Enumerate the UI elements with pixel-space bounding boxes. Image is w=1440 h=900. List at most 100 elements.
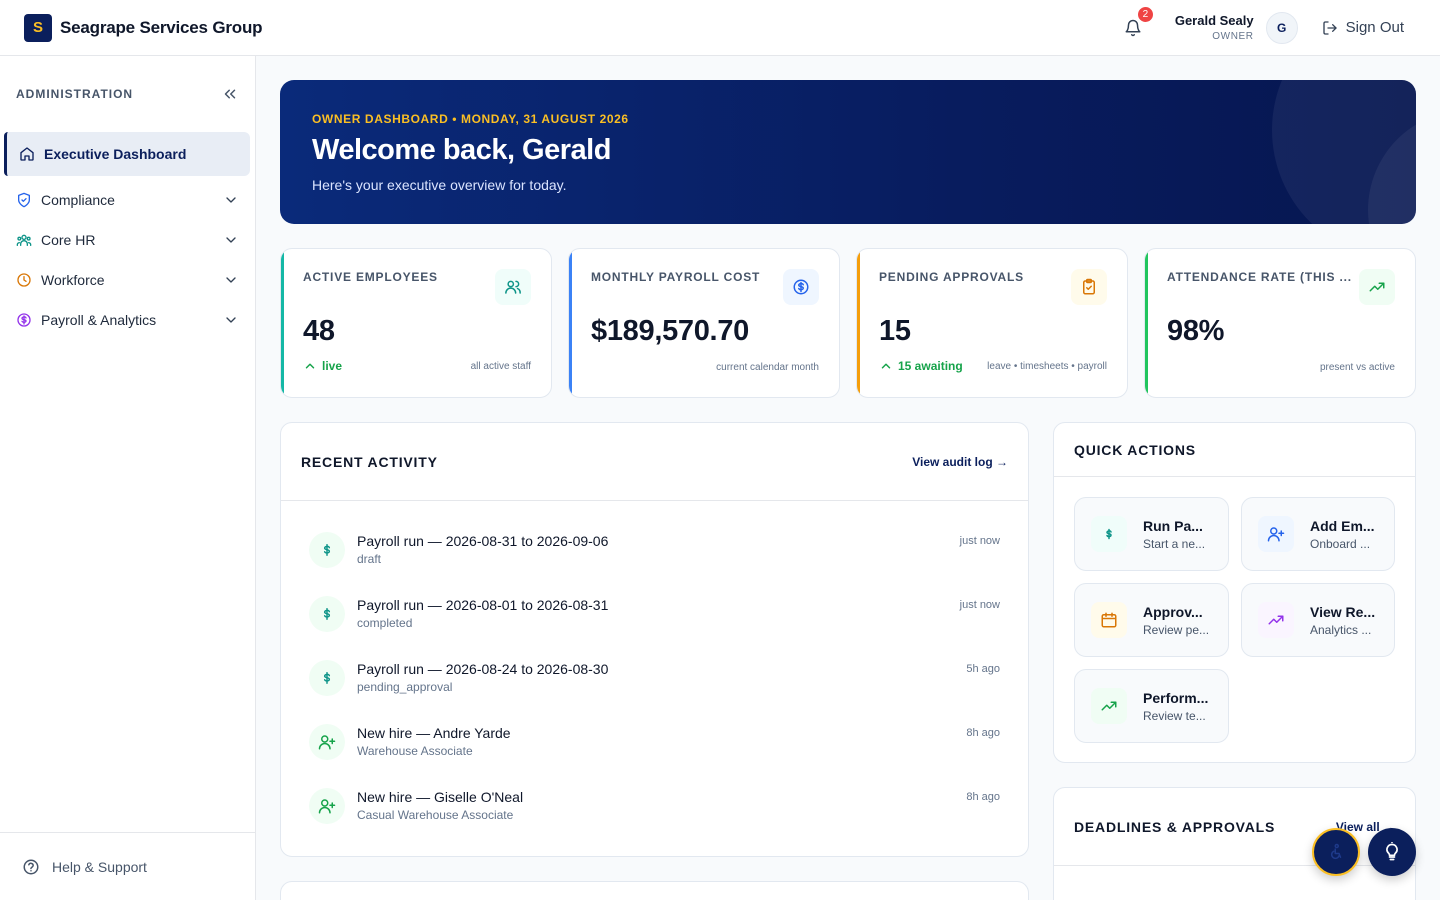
quick-action-title: Run Pa... — [1143, 517, 1203, 534]
sign-out-label: Sign Out — [1345, 19, 1404, 36]
kpi-note: leave • timesheets • payroll — [987, 360, 1107, 372]
deadlines-panel: DEADLINES & APPROVALS View all → — [1053, 787, 1416, 900]
recent-activity-title: RECENT ACTIVITY — [301, 453, 438, 470]
quick-action-subtitle: Start a ne... — [1143, 536, 1206, 551]
sidebar-item-label: Compliance — [41, 192, 115, 208]
kpi-value: 48 — [303, 315, 335, 347]
sidebar: ADMINISTRATION Executive Dashboard Compl… — [0, 56, 256, 900]
quick-action-title: Add Em... — [1310, 517, 1375, 534]
activity-item[interactable]: New hire — Andre Yarde Warehouse Associa… — [281, 713, 1028, 777]
dollar-icon — [323, 608, 331, 620]
activity-icon-wrap — [309, 724, 345, 760]
kpi-trend: live — [303, 359, 342, 373]
top-bar: S Seagrape Services Group 2 Gerald Sealy… — [0, 0, 1440, 56]
quick-action-subtitle: Analytics ... — [1310, 622, 1372, 637]
bell-icon — [1125, 19, 1141, 36]
brand-name[interactable]: Seagrape Services Group — [60, 17, 263, 37]
activity-icon-wrap — [309, 660, 345, 696]
activity-time: just now — [959, 599, 1000, 611]
activity-icon-wrap — [309, 788, 345, 824]
kpi-trend-label: live — [322, 359, 343, 373]
activity-time: 8h ago — [966, 727, 1000, 739]
sidebar-title: ADMINISTRATION — [16, 87, 134, 101]
kpi-note: present vs active — [1319, 362, 1395, 373]
chevron-down-icon — [226, 237, 236, 243]
dollar-circle-icon — [793, 279, 809, 295]
kpi-icon-wrap — [495, 269, 531, 305]
kpi-pending-approvals[interactable]: PENDING APPROVALS 15 15 awaiting leave •… — [856, 248, 1128, 398]
kpi-monthly-payroll-cost[interactable]: MONTHLY PAYROLL COST $189,570.70 current… — [568, 248, 840, 398]
quick-action-performance[interactable]: Perform... Review te... — [1074, 669, 1229, 743]
activity-subtitle: draft — [357, 552, 382, 566]
notifications-button[interactable]: 2 — [1121, 6, 1153, 40]
quick-action-subtitle: Review te... — [1143, 708, 1206, 723]
activity-title: New hire — Andre Yarde — [357, 725, 511, 741]
banner-subtitle: Here's your executive overview for today… — [312, 177, 567, 193]
collapse-sidebar-icon[interactable] — [221, 85, 239, 103]
sidebar-item-label: Executive Dashboard — [44, 146, 187, 162]
tips-button[interactable] — [1368, 828, 1416, 876]
kpi-label: MONTHLY PAYROLL COST — [591, 270, 761, 284]
sidebar-item-payroll-analytics[interactable]: Payroll & Analytics — [0, 300, 255, 340]
activity-subtitle: pending_approval — [357, 680, 453, 694]
help-circle-icon — [23, 859, 39, 874]
quick-action-view-reports[interactable]: View Re... Analytics ... — [1241, 583, 1395, 657]
activity-time: 8h ago — [966, 791, 1000, 803]
chevron-down-icon — [226, 277, 236, 283]
banner-kicker: OWNER DASHBOARD • MONDAY, 31 AUGUST 2026 — [312, 112, 629, 126]
quick-action-title: View Re... — [1310, 603, 1376, 620]
sign-out-button[interactable]: Sign Out — [1322, 13, 1404, 42]
user-plus-icon — [1267, 527, 1285, 542]
kpi-active-employees[interactable]: ACTIVE EMPLOYEES 48 live all active staf… — [280, 248, 552, 398]
brand-logo[interactable]: S — [24, 13, 52, 42]
help-support-link[interactable]: Help & Support — [0, 832, 255, 900]
kpi-label: PENDING APPROVALS — [879, 270, 1024, 284]
quick-action-icon-wrap — [1091, 688, 1127, 724]
dollar-circle-icon — [17, 313, 31, 327]
kpi-icon-wrap — [1359, 269, 1395, 305]
dollar-icon — [323, 672, 331, 684]
welcome-banner: OWNER DASHBOARD • MONDAY, 31 AUGUST 2026… — [280, 80, 1416, 224]
quick-action-run-payroll[interactable]: Run Pa... Start a ne... — [1074, 497, 1229, 571]
kpi-attendance-rate[interactable]: ATTENDANCE RATE (THIS ... 98% present vs… — [1144, 248, 1416, 398]
activity-subtitle: completed — [357, 616, 413, 630]
chevron-up-icon — [881, 363, 891, 369]
activity-icon-wrap — [309, 532, 345, 568]
activity-item[interactable]: Payroll run — 2026-08-24 to 2026-08-30 p… — [281, 649, 1028, 713]
quick-action-icon-wrap — [1258, 516, 1294, 552]
sidebar-item-core-hr[interactable]: Core HR — [0, 220, 255, 260]
accessibility-button[interactable] — [1312, 828, 1360, 876]
clock-icon — [17, 273, 31, 287]
kpi-note: all active staff — [470, 360, 531, 372]
quick-action-subtitle: Review pe... — [1143, 622, 1210, 637]
chevron-up-icon — [305, 363, 315, 369]
activity-item[interactable]: Payroll run — 2026-08-01 to 2026-08-31 c… — [281, 585, 1028, 649]
quick-action-add-employee[interactable]: Add Em... Onboard ... — [1241, 497, 1395, 571]
calendar-icon — [1101, 612, 1117, 628]
sidebar-item-executive-dashboard[interactable]: Executive Dashboard — [4, 132, 250, 176]
activity-item[interactable]: Payroll run — 2026-08-31 to 2026-09-06 d… — [281, 521, 1028, 585]
sidebar-item-label: Core HR — [41, 232, 96, 248]
view-audit-log-link[interactable]: View audit log → — [912, 454, 1008, 469]
chevron-down-icon — [226, 197, 236, 203]
kpi-value: 98% — [1167, 315, 1225, 347]
user-plus-icon — [318, 735, 336, 750]
accessibility-icon — [1330, 843, 1342, 860]
kpi-trend: 15 awaiting — [879, 359, 963, 373]
logout-icon — [1322, 20, 1337, 35]
quick-action-icon-wrap — [1091, 516, 1127, 552]
sidebar-item-workforce[interactable]: Workforce — [0, 260, 255, 300]
quick-action-title: Approv... — [1143, 603, 1203, 620]
quick-actions-panel: QUICK ACTIONS Run Pa... Start a ne... Ad… — [1053, 422, 1416, 763]
activity-title: Payroll run — 2026-08-01 to 2026-08-31 — [357, 597, 609, 613]
kpi-label: ATTENDANCE RATE (THIS ... — [1167, 270, 1352, 284]
activity-title: Payroll run — 2026-08-31 to 2026-09-06 — [357, 533, 609, 549]
help-support-label: Help & Support — [52, 858, 147, 875]
avatar[interactable]: G — [1265, 11, 1298, 44]
sidebar-item-label: Workforce — [41, 272, 105, 288]
activity-item[interactable]: New hire — Giselle O'Neal Casual Warehou… — [281, 777, 1028, 841]
user-info: Gerald Sealy OWNER — [1175, 13, 1254, 42]
quick-action-icon-wrap — [1258, 602, 1294, 638]
sidebar-item-compliance[interactable]: Compliance — [0, 180, 255, 220]
quick-action-approvals[interactable]: Approv... Review pe... — [1074, 583, 1229, 657]
